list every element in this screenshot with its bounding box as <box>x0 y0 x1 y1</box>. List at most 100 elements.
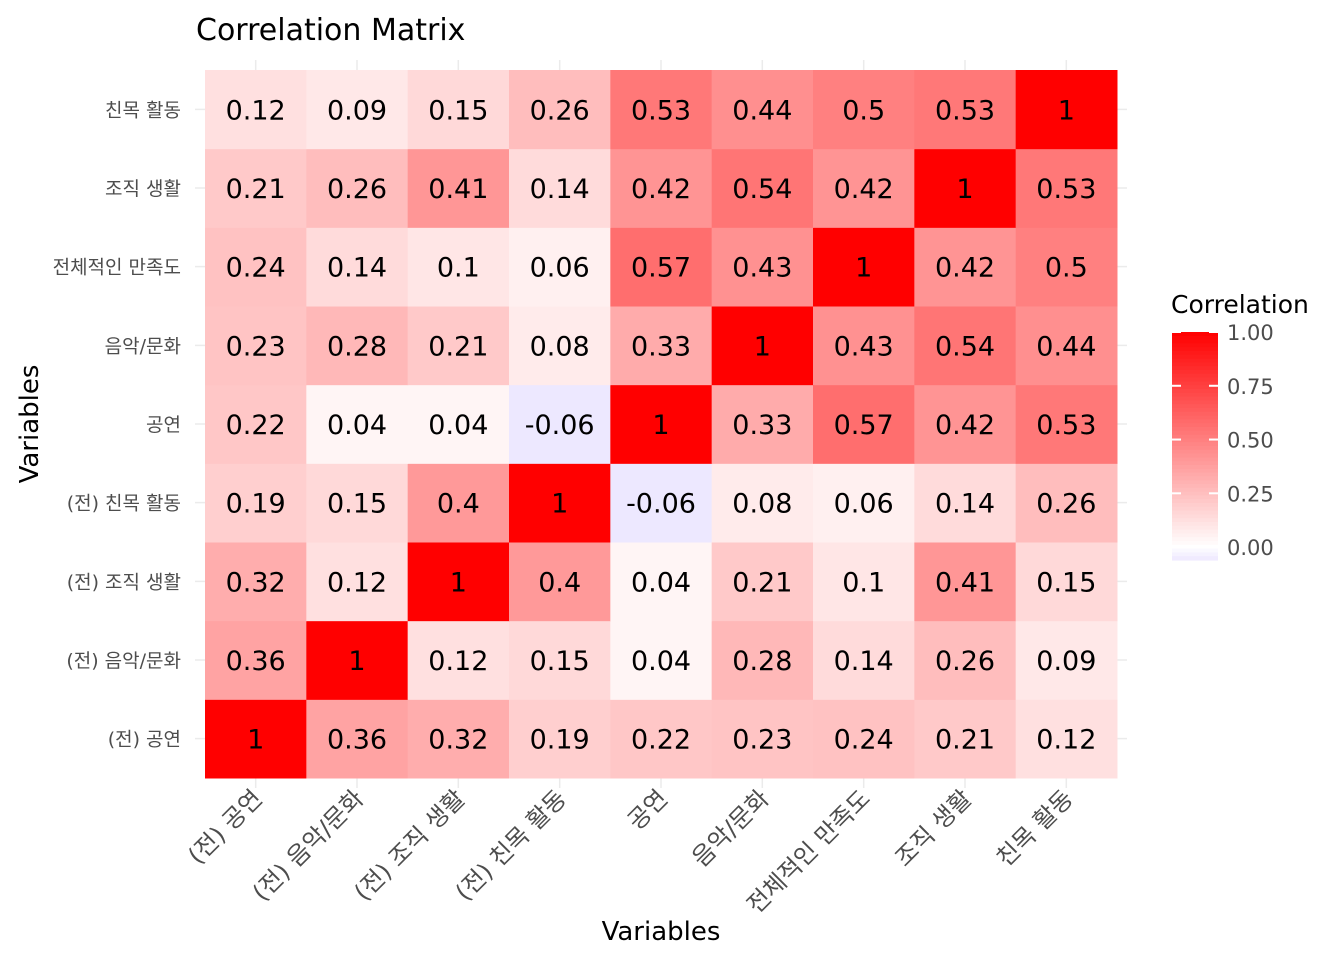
cell-value-label: 1 <box>855 253 872 284</box>
legend-gradient-segment <box>1172 335 1218 341</box>
cell-value-label: 1 <box>754 331 771 362</box>
heatmap-cell <box>914 306 1017 386</box>
legend-gradient-segment <box>1172 362 1218 367</box>
legend-gradient-segment <box>1172 506 1218 512</box>
legend-gradient-segment <box>1172 453 1218 458</box>
legend-color-bar <box>1172 332 1218 561</box>
cell-value-label: 0.12 <box>226 95 286 126</box>
legend-tick-label: 0.50 <box>1227 429 1274 453</box>
cell-value-label: 0.42 <box>631 174 691 205</box>
legend-gradient-segment <box>1172 495 1218 500</box>
legend-gradient-segment <box>1172 343 1218 348</box>
cell-value-label: 1 <box>652 410 669 441</box>
heatmap-cell <box>1015 70 1118 150</box>
cell-value-label: 0.43 <box>732 253 792 284</box>
cell-value-label: 1 <box>551 489 568 520</box>
cell-value-label: 0.42 <box>935 253 995 284</box>
legend-gradient-segment <box>1172 522 1218 527</box>
cell-value-label: 0.28 <box>732 646 792 677</box>
cell-value-label: 0.12 <box>327 567 387 598</box>
heatmap-cell <box>1015 306 1118 386</box>
cell-value-label: 0.53 <box>1036 174 1096 205</box>
heatmap-cell <box>711 306 814 386</box>
cell-value-label: 0.42 <box>935 410 995 441</box>
legend-gradient-segment <box>1172 400 1218 405</box>
legend-gradient-segment <box>1172 476 1218 481</box>
heatmap-cell <box>1015 463 1118 543</box>
heatmap-cell <box>509 306 611 386</box>
legend-gradient-segment <box>1172 438 1218 443</box>
heatmap-cell <box>914 699 1017 779</box>
legend-gradient-segment <box>1172 457 1218 462</box>
heatmap-cells <box>205 70 1118 779</box>
heatmap-cell <box>407 148 510 228</box>
heatmap-cell <box>813 542 915 622</box>
heatmap-cell <box>509 699 611 779</box>
y-tick-label: 조직 생활 <box>105 178 181 200</box>
heatmap-cell <box>610 463 713 543</box>
cell-value-label: 0.28 <box>327 331 387 362</box>
legend-gradient-segment <box>1172 377 1218 382</box>
heatmap-cell <box>711 463 814 543</box>
cell-value-label: 0.41 <box>428 174 488 205</box>
cell-value-label: 0.21 <box>428 331 488 362</box>
heatmap-cell <box>205 384 307 464</box>
cell-value-label: 0.1 <box>437 253 480 284</box>
cell-value-label: 0.57 <box>834 410 894 441</box>
legend-gradient-segment <box>1172 468 1218 474</box>
heatmap-cell <box>711 699 814 779</box>
heatmap-cell <box>205 70 307 150</box>
heatmap-cell <box>509 542 611 622</box>
cell-value-label: 1 <box>450 567 467 598</box>
legend-gradient-segment <box>1172 503 1218 508</box>
cell-value-label: 0.15 <box>428 95 488 126</box>
cell-value-label: 0.5 <box>842 95 885 126</box>
cell-value-label: 0.33 <box>631 331 691 362</box>
heatmap-cell <box>610 699 713 779</box>
legend-gradient-segment <box>1172 415 1218 420</box>
cell-value-label: 0.14 <box>327 253 387 284</box>
legend-gradient-segment <box>1172 484 1218 489</box>
heatmap-cell <box>205 148 307 228</box>
cell-value-label: 0.43 <box>834 331 894 362</box>
cell-value-label: 0.19 <box>530 725 590 756</box>
cell-value-label: 0.19 <box>226 489 286 520</box>
heatmap-cell <box>509 384 611 464</box>
cell-value-label: 0.26 <box>935 646 995 677</box>
legend-gradient-segment <box>1172 396 1218 401</box>
x-tick-label: 친목 활동 <box>991 784 1079 872</box>
cell-value-label: 0.21 <box>226 174 286 205</box>
heatmap-cell <box>306 384 409 464</box>
legend-gradient-segment <box>1172 423 1218 428</box>
cell-value-labels: 1 0.36 0.32 0.19 0.22 0.23 0.24 0.21 0.12 0.36 1 0.… <box>226 95 1097 755</box>
legend-gradient-segment <box>1172 518 1218 523</box>
cell-value-label: 0.04 <box>631 646 691 677</box>
heatmap-cell <box>1015 699 1118 779</box>
heatmap-cell <box>914 227 1017 307</box>
heatmap-cell <box>711 620 814 700</box>
cell-value-label: 0.4 <box>538 567 581 598</box>
heatmap-cell <box>610 70 713 150</box>
cell-value-label: 0.33 <box>732 410 792 441</box>
y-tick-label: 공연 <box>146 414 181 436</box>
cell-value-label: 0.12 <box>428 646 488 677</box>
cell-value-label: 0.22 <box>226 410 286 441</box>
legend-gradient-segment <box>1172 381 1218 386</box>
legend-gradient-segment <box>1172 370 1218 375</box>
cell-value-label: 0.42 <box>834 174 894 205</box>
heatmap-cell <box>1015 542 1118 622</box>
heatmap-cell <box>205 306 307 386</box>
heatmap-cell <box>610 306 713 386</box>
cell-value-label: 0.23 <box>226 331 286 362</box>
cell-value-label: 0.41 <box>935 567 995 598</box>
heatmap-cell <box>711 148 814 228</box>
heatmap-cell <box>711 542 814 622</box>
heatmap-cell <box>205 620 307 700</box>
cell-value-label: 0.32 <box>428 725 488 756</box>
legend-gradient-segment <box>1172 434 1218 439</box>
legend-gradient-segment <box>1172 419 1218 424</box>
heatmap-cell <box>813 70 915 150</box>
heatmap-cell <box>407 463 510 543</box>
